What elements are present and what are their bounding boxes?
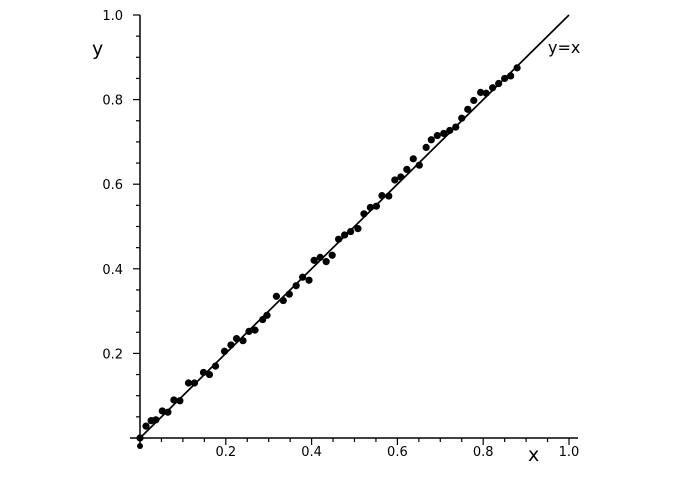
data-point <box>477 88 485 97</box>
data-points <box>136 64 521 442</box>
data-point <box>464 105 472 113</box>
data-point <box>205 370 214 379</box>
tick-labels: 0.2 0.4 0.6 0.8 1.0 0.2 0.4 0.6 0.8 1.0 <box>102 9 579 460</box>
data-point <box>305 276 313 284</box>
data-point <box>452 123 460 131</box>
data-point <box>440 129 448 138</box>
data-point <box>446 126 454 135</box>
data-point <box>513 64 521 72</box>
data-point <box>227 341 235 349</box>
data-point <box>298 273 307 281</box>
data-point <box>184 379 193 387</box>
data-point <box>489 84 497 92</box>
data-point <box>170 396 178 404</box>
data-point <box>482 89 490 97</box>
data-point <box>360 210 368 218</box>
data-point <box>158 407 166 415</box>
data-point <box>164 408 172 416</box>
x-tick-label: 0.2 <box>215 445 236 460</box>
data-point <box>292 282 300 290</box>
x-tick-label: 0.8 <box>473 445 494 460</box>
data-point <box>458 114 466 122</box>
y-tick-label: 0.6 <box>102 178 123 193</box>
data-point <box>239 337 247 345</box>
data-point <box>263 311 271 319</box>
data-point <box>433 131 441 140</box>
data-point <box>385 192 393 200</box>
data-point <box>403 165 411 173</box>
data-point <box>427 136 435 144</box>
data-point <box>279 296 287 305</box>
data-point <box>495 79 503 88</box>
data-point <box>507 72 515 80</box>
data-point <box>245 327 253 336</box>
data-point <box>190 379 199 387</box>
x-tick-label: 1.0 <box>559 445 580 460</box>
data-point <box>501 74 509 83</box>
y-tick-label: 0.4 <box>102 263 123 278</box>
data-point <box>316 253 324 261</box>
data-point <box>220 347 229 355</box>
data-point <box>272 292 281 300</box>
data-point <box>232 334 241 343</box>
data-point <box>341 231 349 239</box>
x-tick-label: 0.4 <box>301 445 322 460</box>
y-tick-label: 0.8 <box>102 94 123 109</box>
data-point <box>199 368 208 377</box>
data-point <box>366 203 374 212</box>
data-point <box>251 326 259 334</box>
x-tick-label: 0.6 <box>387 445 408 460</box>
data-point <box>354 225 362 233</box>
y-axis-label: y <box>92 38 103 60</box>
data-point <box>372 202 380 210</box>
data-point <box>328 251 336 259</box>
data-point <box>422 143 430 151</box>
data-point <box>397 173 405 181</box>
ticks <box>133 14 570 445</box>
data-point <box>176 397 184 405</box>
data-point <box>211 362 220 370</box>
y-tick-label: 1.0 <box>102 9 123 24</box>
data-point <box>152 416 160 424</box>
data-point <box>415 161 423 169</box>
data-point <box>409 155 417 163</box>
y-tick-label: 0.2 <box>102 347 123 362</box>
data-point <box>285 290 293 298</box>
data-point <box>470 96 478 105</box>
data-point <box>310 256 318 264</box>
data-point <box>335 235 343 243</box>
data-point <box>347 227 355 236</box>
reference-line-label: y=x <box>548 38 580 57</box>
x-axis-label: x <box>528 444 539 466</box>
data-point <box>322 258 330 266</box>
data-point <box>142 422 150 430</box>
data-point <box>391 176 399 184</box>
data-point <box>136 434 144 442</box>
data-point <box>378 192 386 200</box>
